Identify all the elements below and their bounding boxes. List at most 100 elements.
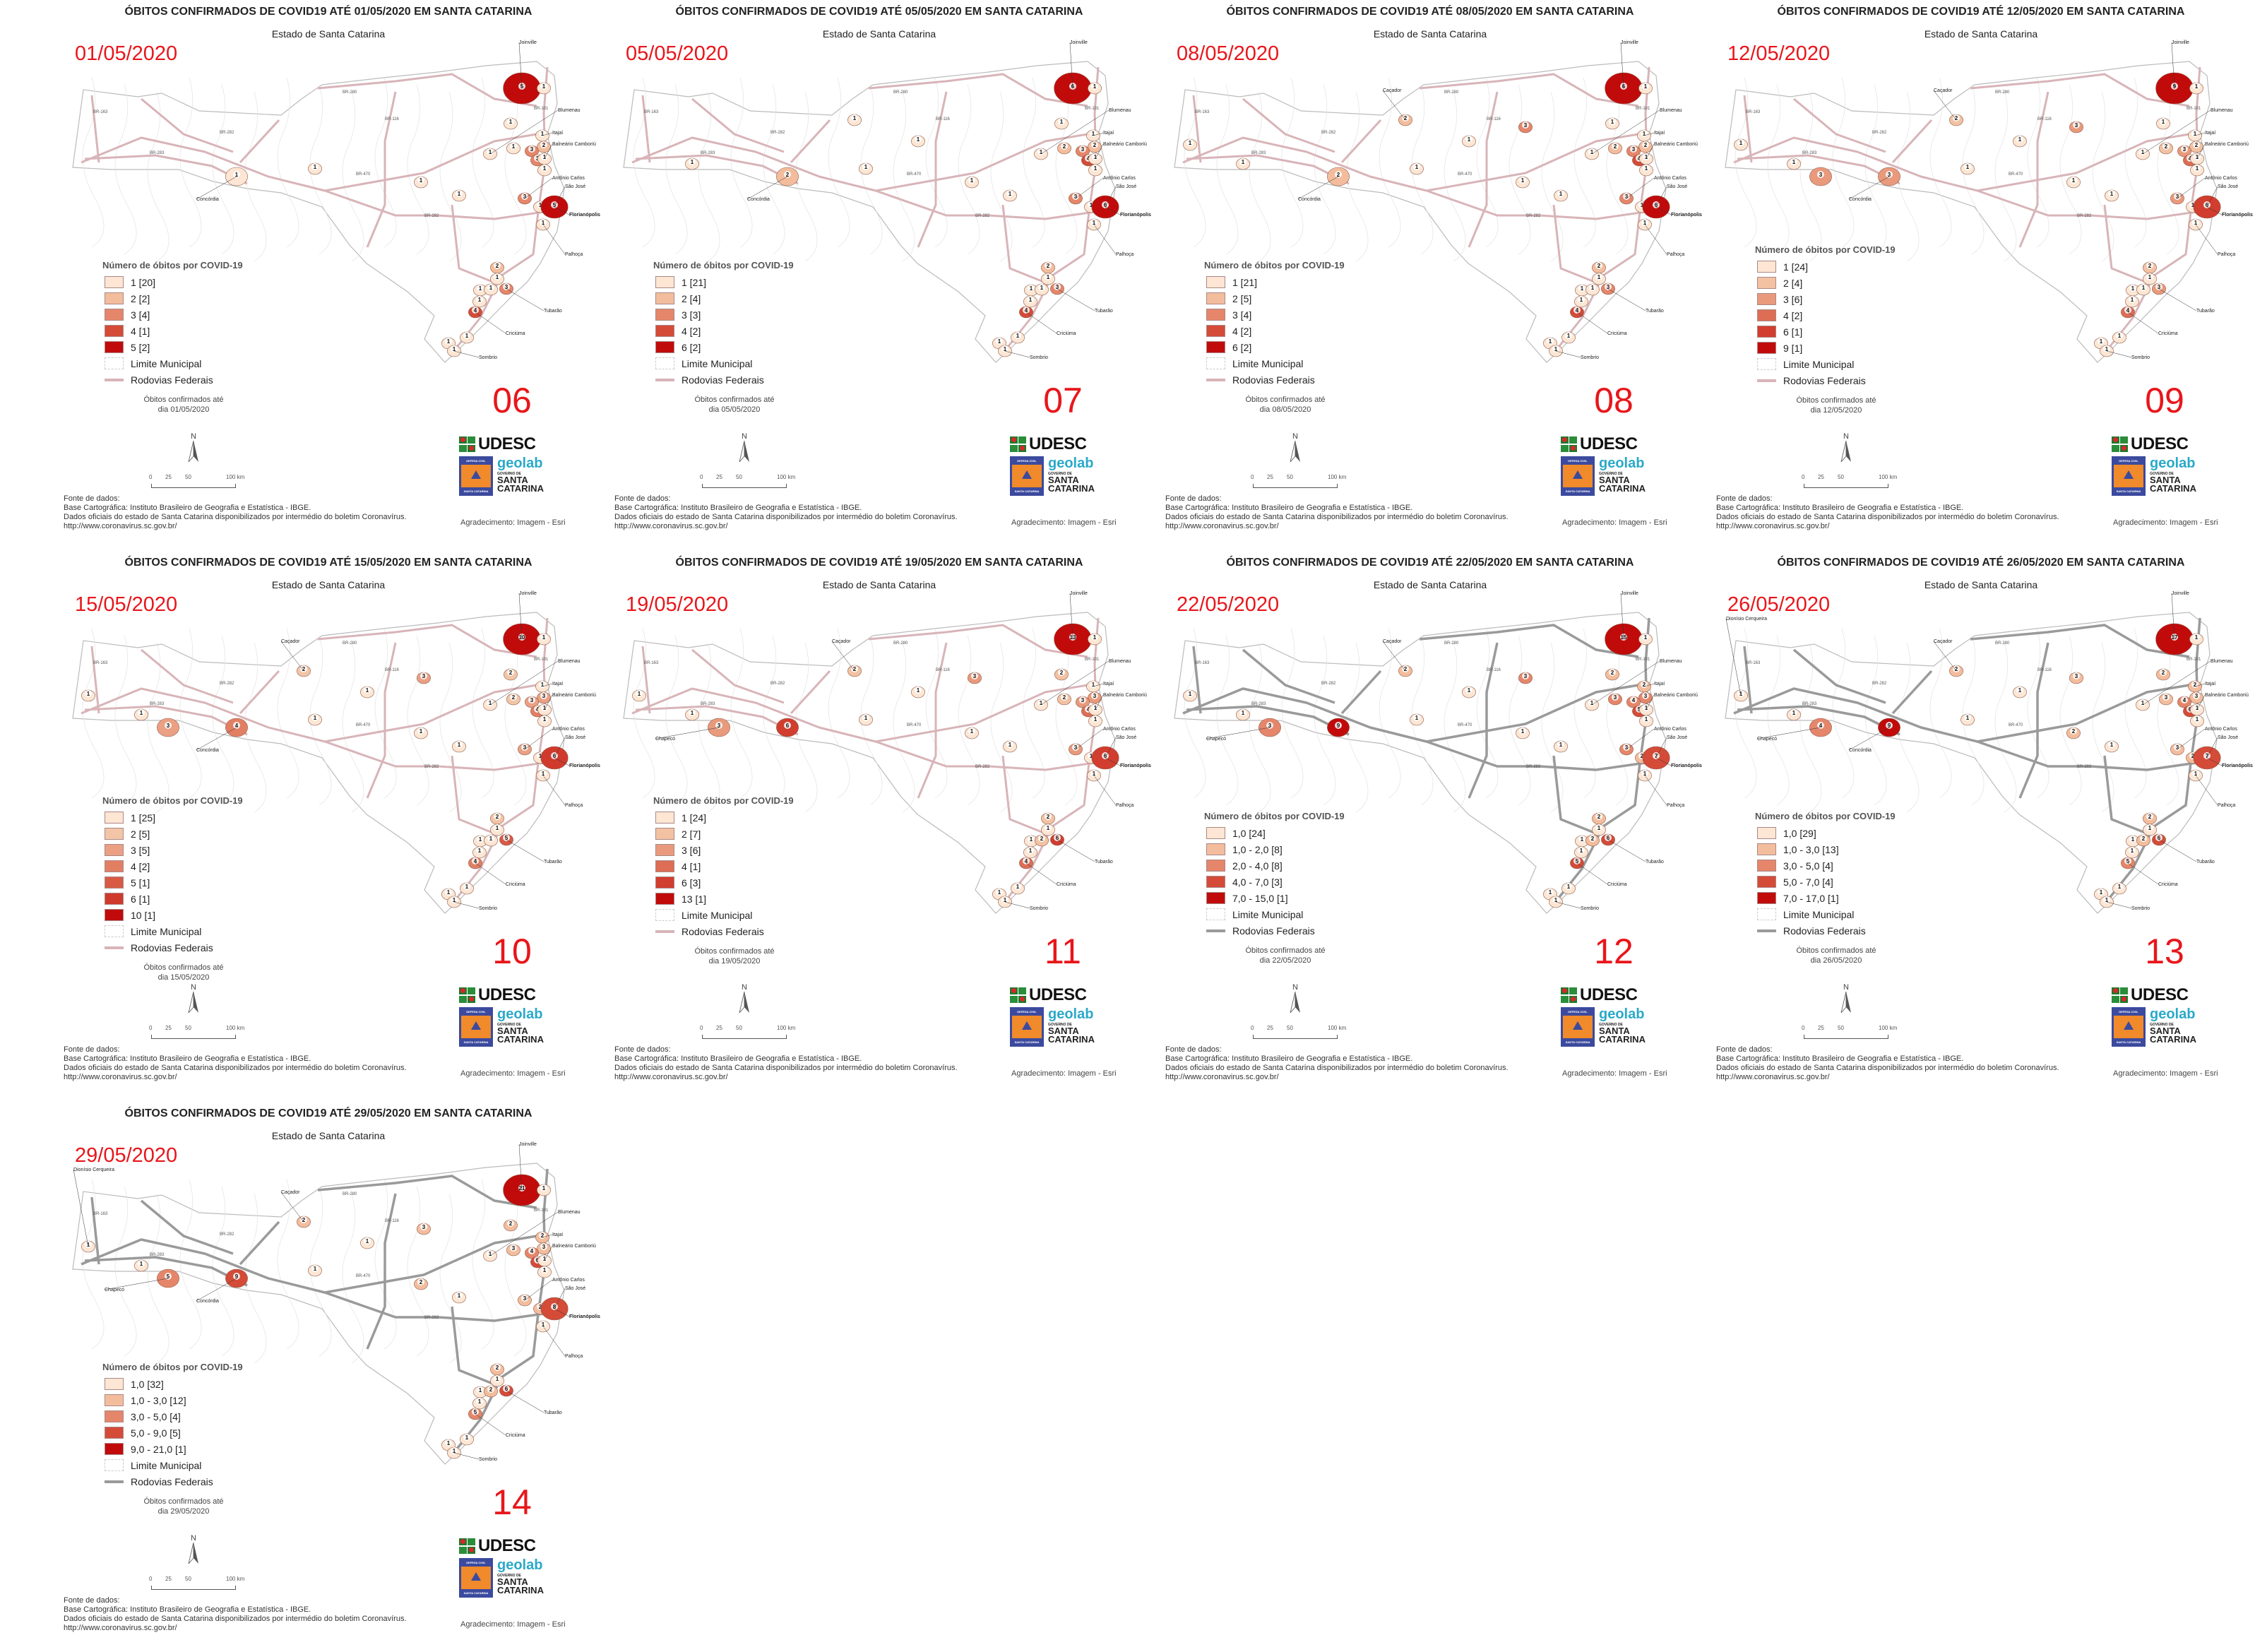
- municipal-boundaries: [1735, 628, 2179, 813]
- north-label: N: [742, 983, 747, 992]
- municipality-value: 2: [1047, 814, 1050, 820]
- municipality-value: 6: [1104, 202, 1107, 208]
- city-label: Caçador: [1934, 88, 1953, 93]
- legend-item-roads: Rodovias Federais: [1755, 372, 1939, 388]
- leader-line: [1093, 132, 1104, 136]
- municipality-value: 1: [1047, 274, 1050, 280]
- city-label: Joinville: [1070, 40, 1088, 45]
- municipal-limit-line: [763, 635, 785, 806]
- acknowledgement: Agradecimento: Imagem - Esri: [460, 518, 566, 527]
- city-label: Concórdia: [1298, 197, 1321, 202]
- value-badge: [1643, 165, 1650, 172]
- scale-tick-label: 0: [1802, 474, 1805, 480]
- panel-number: 12: [1594, 932, 1634, 971]
- state-outline: [623, 61, 1116, 363]
- legend-label: Limite Municipal: [131, 925, 202, 937]
- municipality-value: 1: [458, 1293, 461, 1299]
- value-badge: [1595, 824, 1602, 831]
- value-badge: [2129, 847, 2136, 854]
- municipal-limit-line: [1832, 628, 1855, 799]
- value-badge: [1014, 332, 1021, 339]
- legend-label: 6 [3]: [682, 876, 701, 889]
- city-label: Sombrio: [479, 1457, 497, 1462]
- road-label: BR-283: [701, 151, 715, 155]
- scale-bar-line: [1253, 484, 1338, 488]
- source-line: Dados oficiais do estado de Santa Catari…: [1716, 1064, 2059, 1072]
- municipality-value: 1: [1559, 191, 1563, 197]
- leader-line: [1848, 176, 1890, 200]
- value-badge: [996, 338, 1003, 345]
- scale-bar: 0 25 50 100 km: [147, 1025, 246, 1042]
- municipality-value: 1: [917, 136, 920, 143]
- municipality-value: 2: [1955, 115, 1958, 121]
- road-label: BR-163: [644, 661, 659, 665]
- value-badge: [1643, 704, 1650, 711]
- source-line: Fonte de dados:: [1165, 494, 1222, 503]
- leader-line: [1206, 727, 1271, 739]
- city-label: Tubarão: [1646, 860, 1664, 864]
- municipality-value: 1: [366, 1238, 369, 1244]
- road-label: BR-283: [1802, 702, 1817, 706]
- udesc-mark-icon: [2112, 987, 2129, 1003]
- municipality-value: 1: [235, 172, 239, 178]
- value-badge: [1054, 283, 1061, 290]
- municipality-value: 1: [87, 691, 90, 697]
- leader-line: [1095, 694, 1104, 711]
- value-badge: [1643, 153, 1650, 160]
- value-badge: [1653, 201, 1660, 208]
- city-label: Caçador: [281, 1190, 300, 1195]
- udesc-logo-text: UDESC: [478, 985, 536, 1004]
- value-badge: [1573, 857, 1581, 864]
- value-badge: [1058, 669, 1065, 676]
- municipal-limit-line: [504, 1186, 527, 1357]
- legend-label: 13 [1]: [682, 893, 707, 905]
- value-badge: [1642, 634, 1649, 641]
- legend-item: 3 [6]: [1755, 291, 1939, 307]
- north-arrow: N: [1838, 983, 1855, 1013]
- legend-label: 6 [1]: [131, 893, 150, 905]
- map-title: ÓBITOS CONFIRMADOS DE COVID19 ATÉ 08/05/…: [1226, 6, 1634, 18]
- city-label: Itajaí: [1654, 131, 1665, 136]
- date-label: 08/05/2020: [1177, 42, 1280, 65]
- legend-swatch: [655, 876, 674, 889]
- scale-bar-line: [151, 1586, 236, 1590]
- scale-bar-line: [151, 484, 236, 488]
- leader-line: [196, 1278, 237, 1302]
- municipal-limit-line: [1994, 642, 2017, 813]
- city-label: Criciúma: [2158, 331, 2178, 336]
- value-badge: [233, 1273, 240, 1280]
- value-badge: [2146, 813, 2153, 820]
- municipality-value: 3: [1268, 723, 1272, 729]
- municipality-value: 3: [542, 693, 546, 699]
- north-arrow: N: [185, 983, 202, 1013]
- scale-tick-label: 0: [149, 1025, 153, 1031]
- legend-swatch: [105, 341, 124, 353]
- institution-logos: UDESC DEFESA CIVIL SANTA CATARINA geolab…: [2112, 434, 2225, 527]
- municipality-value: 3: [1081, 146, 1085, 153]
- map-panel: BR-280 BR-101 BR-470 BR-282 BR-116 BR-163 BR-2…: [1653, 551, 2253, 1100]
- leader-line: [1646, 694, 1655, 711]
- scale-tick-label: 50: [185, 1025, 191, 1031]
- value-badge: [540, 141, 547, 148]
- value-badge: [1102, 201, 1109, 208]
- source-line: Base Cartográfica: Instituto Brasileiro …: [1716, 504, 1964, 512]
- leader-line: [196, 176, 237, 200]
- logo-text: SANTA CATARINA: [463, 489, 489, 493]
- value-badge: [2140, 835, 2147, 842]
- leader-line: [554, 1288, 566, 1309]
- logo-text: DEFESA CIVIL: [466, 459, 486, 463]
- legend-label: 3 [4]: [131, 309, 150, 321]
- leader-line: [506, 1390, 545, 1413]
- legend-swatch: [105, 1410, 124, 1422]
- legend-swatch: [105, 893, 124, 905]
- acknowledgement: Agradecimento: Imagem - Esri: [2113, 518, 2218, 527]
- municipal-limit-icon: [105, 357, 124, 369]
- value-badge: [1519, 727, 1526, 735]
- legend-label: Limite Municipal: [682, 909, 753, 921]
- city-label: Criciúma: [1607, 882, 1627, 887]
- municipality-value: 1: [366, 687, 369, 694]
- municipal-limit-line: [2157, 84, 2179, 255]
- value-badge: [417, 1278, 424, 1285]
- municipal-limit-line: [1573, 77, 1596, 248]
- udesc-logo: UDESC: [2112, 434, 2225, 453]
